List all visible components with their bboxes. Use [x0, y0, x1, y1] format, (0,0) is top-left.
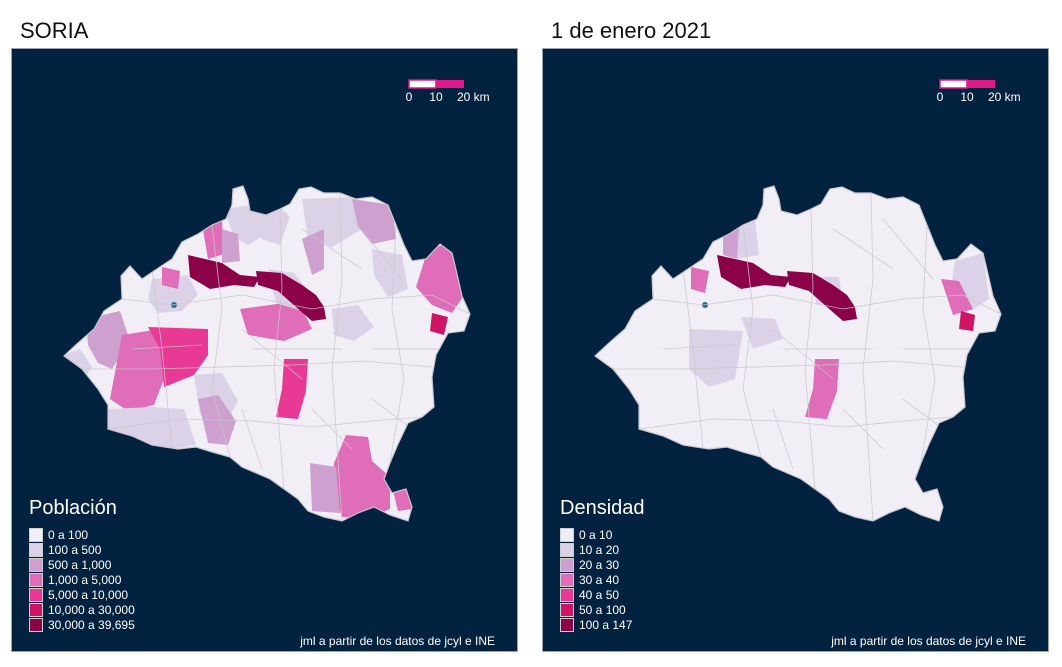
map-credit: jml a partir de los datos de jcyl e INE	[831, 634, 1026, 648]
map-title-left: SORIA	[20, 18, 89, 43]
legend-label: 30 a 40	[579, 572, 620, 587]
legend-label: 100 a 147	[579, 617, 633, 632]
legend-label: 500 a 1,000	[48, 557, 112, 572]
legend-label: 10 a 20	[579, 542, 620, 557]
legend-item: 0 a 10	[560, 527, 645, 542]
legend-item: 10,000 a 30,000	[29, 602, 135, 617]
legend-swatch	[29, 617, 43, 632]
legend-swatch	[560, 527, 574, 542]
legend-item: 30,000 a 39,695	[29, 617, 135, 632]
legend-label: 40 a 50	[579, 587, 620, 602]
legend-item: 100 a 500	[29, 542, 135, 557]
legend-label: 1,000 a 5,000	[48, 572, 122, 587]
legend-item: 30 a 40	[560, 572, 645, 587]
legend-swatch	[560, 617, 574, 632]
legend-density: Densidad 0 a 10 10 a 20 20 a 30 30 a 40 …	[560, 497, 645, 632]
legend-swatch	[560, 587, 574, 602]
scale-tick-0: 0	[406, 90, 413, 104]
map-title-right: 1 de enero 2021	[551, 18, 712, 43]
legend-item: 500 a 1,000	[29, 557, 135, 572]
legend-label: 30,000 a 39,695	[48, 617, 135, 632]
legend-swatch	[560, 542, 574, 557]
legend-item: 5,000 a 10,000	[29, 587, 135, 602]
legend-label: 10,000 a 30,000	[48, 602, 135, 617]
scale-bar: 0 10 20 km	[406, 79, 490, 104]
legend-swatch	[29, 527, 43, 542]
legend-population: Población 0 a 100 100 a 500 500 a 1,000 …	[29, 497, 135, 632]
scale-tick-10: 10	[429, 90, 443, 104]
legend-item: 100 a 147	[560, 617, 645, 632]
map-credit: jml a partir de los datos de jcyl e INE	[300, 634, 495, 648]
legend-label: 50 a 100	[579, 602, 626, 617]
legend-title: Densidad	[560, 497, 645, 519]
legend-item: 1,000 a 5,000	[29, 572, 135, 587]
scale-tick-0: 0	[937, 90, 944, 104]
legend-item: 10 a 20	[560, 542, 645, 557]
legend-item: 0 a 100	[29, 527, 135, 542]
legend-swatch	[29, 602, 43, 617]
legend-swatch	[29, 542, 43, 557]
scale-tick-20: 20 km	[988, 90, 1021, 104]
legend-item: 40 a 50	[560, 587, 645, 602]
legend-label: 5,000 a 10,000	[48, 587, 129, 602]
density-map	[594, 185, 1002, 522]
legend-swatch	[560, 602, 574, 617]
legend-title: Población	[29, 497, 117, 519]
legend-label: 0 a 100	[48, 527, 89, 542]
legend-swatch	[29, 587, 43, 602]
scale-tick-10: 10	[960, 90, 974, 104]
map-panel-population: 0 10 20 km Población 0 a 100 100 a 500 5…	[11, 48, 518, 652]
legend-swatch	[29, 557, 43, 572]
legend-swatch	[560, 557, 574, 572]
legend-label: 20 a 30	[579, 557, 620, 572]
legend-label: 100 a 500	[48, 542, 102, 557]
legend-swatch	[560, 572, 574, 587]
legend-swatch	[29, 572, 43, 587]
scale-bar: 0 10 20 km	[937, 79, 1021, 104]
population-map	[63, 185, 471, 522]
map-panel-density: 0 10 20 km Densidad 0 a 10 10 a 20 20 a …	[542, 48, 1049, 652]
legend-item: 50 a 100	[560, 602, 645, 617]
scale-tick-20: 20 km	[457, 90, 490, 104]
legend-label: 0 a 10	[579, 527, 613, 542]
legend-item: 20 a 30	[560, 557, 645, 572]
